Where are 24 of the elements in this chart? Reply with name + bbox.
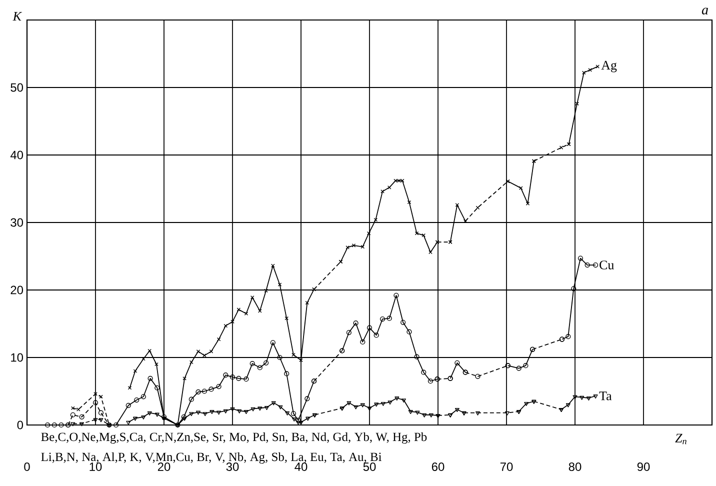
series-label: Ag	[601, 60, 617, 72]
y-tick-label: 20	[10, 286, 24, 294]
y-axis-title: K	[12, 12, 22, 20]
x-tick-label: 70	[500, 462, 513, 471]
x-tick-label: 50	[363, 462, 376, 471]
series-label: Cu	[600, 260, 614, 270]
text: Li,B,N, Na, Al,P, K, V,Mn,Cu, Br, V, Nb, Ag, Sb, La, Eu, Ta, Au, Bi	[41, 452, 382, 464]
text: a	[702, 8, 708, 14]
x-axis-title: Z$_{n}$	[675, 434, 686, 444]
y-tick-label: 0	[17, 420, 24, 430]
x-tick-label: 60	[432, 462, 444, 471]
y-tick-label: 30	[10, 218, 24, 227]
x-tick-label: 40	[294, 462, 308, 471]
y-tick-label: 50	[10, 83, 24, 92]
x-tick-label: 10	[90, 462, 102, 471]
y-tick-label: 40	[10, 150, 24, 160]
x-tick-label: 30	[226, 462, 239, 471]
x-tick-label: 90	[637, 462, 650, 471]
series-label: Ta	[599, 392, 612, 400]
x-tick-label: 20	[158, 462, 170, 471]
x-tick-label: 0	[24, 462, 30, 471]
y-tick-label: 10	[11, 353, 24, 362]
x-tick-label: 80	[568, 462, 582, 471]
text: Be,C,O,Ne,Mg,S,Ca, Cr,N,Zn,Se, Sr, Mo, Pd, Sn, Ba, Nd, Gd, Yb, W, Hg, Pb	[41, 432, 427, 444]
